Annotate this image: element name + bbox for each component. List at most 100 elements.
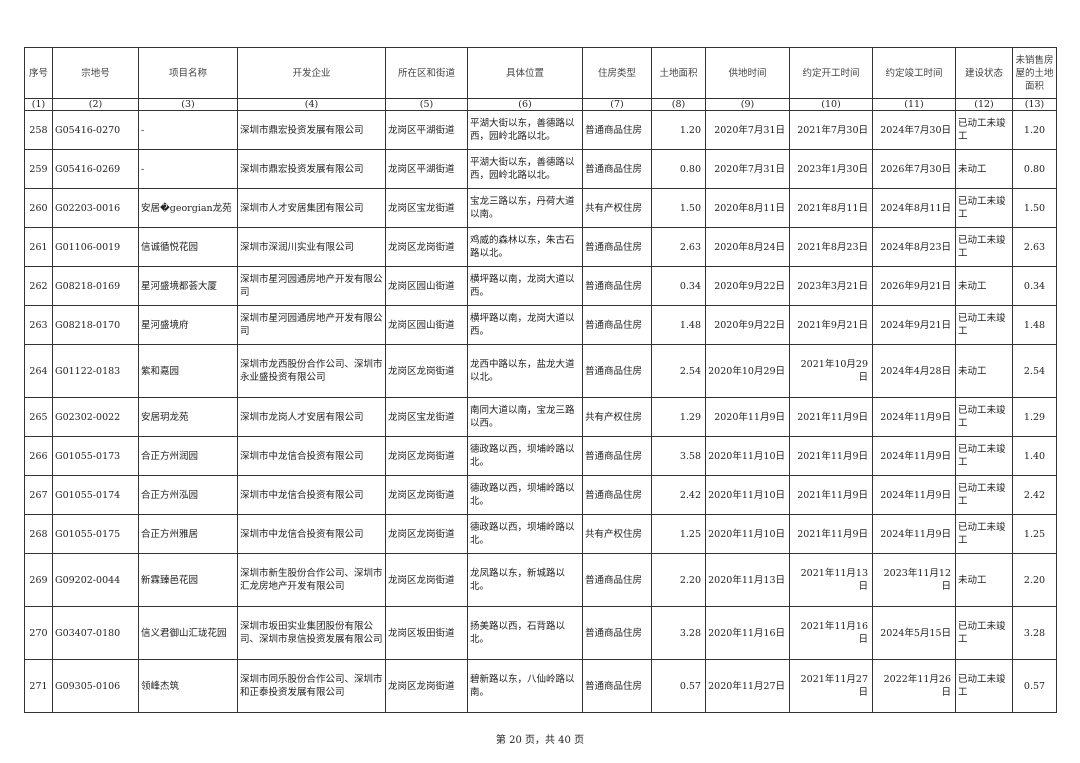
cell-area: 1.50	[651, 188, 706, 228]
cell-no: 266	[24, 436, 53, 476]
cell-unsold: 1.50	[1012, 188, 1057, 228]
cell-area: 2.54	[651, 344, 706, 398]
cell-supply: 2020年10月29日	[705, 344, 790, 398]
cell-unsold: 1.29	[1012, 397, 1057, 437]
cell-area: 2.63	[651, 227, 706, 267]
cell-project: 信义君御山汇珑花园	[138, 606, 238, 660]
column-header: 住房类型	[582, 47, 652, 99]
cell-start: 2021年11月16日	[789, 606, 873, 660]
cell-district: 龙岗区龙岗街道	[385, 475, 468, 515]
cell-project: 合正方州润园	[138, 436, 238, 476]
cell-district: 龙岗区龙岗街道	[385, 514, 468, 554]
cell-start: 2021年8月11日	[789, 188, 873, 228]
cell-parcel: G02203-0016	[52, 188, 139, 228]
cell-type: 共有产权住房	[582, 397, 652, 437]
cell-project: 星河盛境都荟大厦	[138, 266, 238, 306]
cell-status: 已动工未竣工	[955, 305, 1013, 345]
column-number: (10)	[789, 98, 873, 111]
cell-no: 271	[24, 659, 53, 713]
cell-developer: 深圳市坂田实业集团股份有限公司、深圳市泉信投资发展有限公司	[237, 606, 386, 660]
cell-district: 龙岗区龙岗街道	[385, 436, 468, 476]
cell-district: 龙岗区龙岗街道	[385, 227, 468, 267]
cell-district: 龙岗区平湖街道	[385, 149, 468, 189]
cell-type: 普通商品住房	[582, 305, 652, 345]
cell-start: 2021年11月27日	[789, 659, 873, 713]
cell-type: 普通商品住房	[582, 149, 652, 189]
column-number-row: (1) (2) (3) (4) (5) (6) (7) (8) (9) (10) (11) (12)(…	[24, 98, 1057, 111]
column-header: 具体位置	[467, 47, 583, 99]
cell-location: 宝龙三路以东，丹荷大道以南。	[467, 188, 583, 228]
cell-status: 未动工	[955, 344, 1013, 398]
cell-supply: 2020年8月11日	[705, 188, 790, 228]
cell-parcel: G03407-0180	[52, 606, 139, 660]
cell-finish: 2024年8月11日	[872, 188, 956, 228]
table-row: 268 G01055-0175 合正方州雅居 深圳市中龙信合投资有限公司 龙岗区龙岗街道…	[24, 514, 1057, 554]
column-number: (2)	[52, 98, 139, 111]
cell-developer: 深圳市鼎宏投资发展有限公司	[237, 110, 386, 150]
cell-type: 共有产权住房	[582, 514, 652, 554]
table-row: 265 G02302-0022 安居玥龙苑 深圳市龙岗人才安居有限公司 龙岗区宝龙街道南…	[24, 397, 1057, 437]
cell-supply: 2020年11月10日	[705, 475, 790, 515]
cell-unsold: 2.54	[1012, 344, 1057, 398]
cell-finish: 2024年7月30日	[872, 110, 956, 150]
table-row: 261 G01106-0019 信诚循悦花园 深圳市深润川实业有限公司 龙岗区龙岗街道鸡…	[24, 227, 1057, 267]
cell-supply: 2020年11月10日	[705, 436, 790, 476]
column-header: 未销售房屋的土地面积	[1012, 47, 1057, 99]
cell-start: 2021年11月9日	[789, 436, 873, 476]
column-number: (8)	[651, 98, 706, 111]
cell-no: 258	[24, 110, 53, 150]
table-row: 266 G01055-0173 合正方州润园 深圳市中龙信合投资有限公司 龙岗区龙岗街道…	[24, 436, 1057, 476]
cell-start: 2023年1月30日	[789, 149, 873, 189]
cell-finish: 2026年7月30日	[872, 149, 956, 189]
cell-supply: 2020年7月31日	[705, 110, 790, 150]
cell-no: 263	[24, 305, 53, 345]
cell-location: 德政路以西，坝埔岭路以北。	[467, 475, 583, 515]
cell-start: 2021年11月9日	[789, 514, 873, 554]
cell-district: 龙岗区园山街道	[385, 266, 468, 306]
cell-location: 鸡威的森林以东，朱古石路以北。	[467, 227, 583, 267]
cell-no: 267	[24, 475, 53, 515]
cell-status: 未动工	[955, 266, 1013, 306]
cell-start: 2021年11月13日	[789, 553, 873, 607]
cell-supply: 2020年8月24日	[705, 227, 790, 267]
cell-location: 横坪路以南，龙岗大道以西。	[467, 266, 583, 306]
cell-parcel: G05416-0270	[52, 110, 139, 150]
cell-project: 信诚循悦花园	[138, 227, 238, 267]
cell-parcel: G01055-0175	[52, 514, 139, 554]
cell-unsold: 1.25	[1012, 514, 1057, 554]
page-footer: 第 20 页，共 40 页	[495, 735, 585, 746]
cell-district: 龙岗区坂田街道	[385, 606, 468, 660]
cell-supply: 2020年11月10日	[705, 514, 790, 554]
cell-status: 已动工未竣工	[955, 436, 1013, 476]
cell-finish: 2024年4月28日	[872, 344, 956, 398]
cell-district: 龙岗区宝龙街道	[385, 397, 468, 437]
column-header: 开发企业	[237, 47, 386, 99]
cell-finish: 2026年9月21日	[872, 266, 956, 306]
cell-area: 2.20	[651, 553, 706, 607]
cell-project: 安居�georgian龙苑	[138, 188, 238, 228]
cell-supply: 2020年9月22日	[705, 305, 790, 345]
cell-parcel: G01055-0174	[52, 475, 139, 515]
cell-supply: 2020年11月13日	[705, 553, 790, 607]
column-header: 约定竣工时间	[872, 47, 956, 99]
cell-supply: 2020年11月27日	[705, 659, 790, 713]
column-number: (4)	[237, 98, 386, 111]
table-row: 263 G08218-0170 星河盛境府 深圳市星河园通房地产开发有限公司 龙岗区园山…	[24, 305, 1057, 345]
cell-type: 普通商品住房	[582, 344, 652, 398]
cell-district: 龙岗区宝龙街道	[385, 188, 468, 228]
cell-area: 1.25	[651, 514, 706, 554]
column-header: 所在区和街道	[385, 47, 468, 99]
cell-district: 龙岗区龙岗街道	[385, 659, 468, 713]
cell-no: 262	[24, 266, 53, 306]
cell-district: 龙岗区平湖街道	[385, 110, 468, 150]
cell-unsold: 1.40	[1012, 436, 1057, 476]
column-number: (3)	[138, 98, 238, 111]
cell-status: 已动工未竣工	[955, 475, 1013, 515]
column-header: 建设状态	[955, 47, 1013, 99]
cell-project: 星河盛境府	[138, 305, 238, 345]
cell-parcel: G01122-0183	[52, 344, 139, 398]
cell-unsold: 1.48	[1012, 305, 1057, 345]
cell-developer: 深圳市龙西股份合作公司、深圳市永业盛投资有限公司	[237, 344, 386, 398]
column-number: (1)	[24, 98, 53, 111]
land-supply-table: 序号 宗地号 项目名称 开发企业 所在区和街道 具体位置 住房类型 土地面积 供地时间 约定开工时…	[24, 47, 1057, 713]
